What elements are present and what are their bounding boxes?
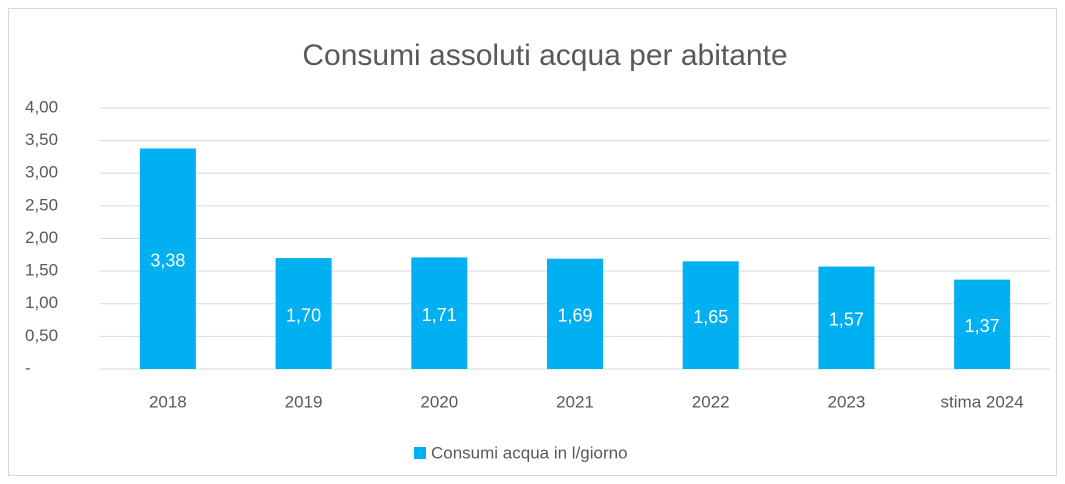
bar <box>411 257 468 369</box>
y-tick-label: 1,00 <box>25 293 58 312</box>
y-tick-label: 3,50 <box>25 130 58 149</box>
y-tick-label: 4,00 <box>25 97 58 116</box>
y-tick-label: 2,00 <box>25 228 58 247</box>
data-label: 1,65 <box>693 307 728 327</box>
x-tick-label: 2018 <box>149 392 187 411</box>
bar <box>275 258 332 369</box>
data-label: 1,57 <box>829 310 864 330</box>
y-tick-label: 2,50 <box>25 195 58 214</box>
data-label: 1,71 <box>422 305 457 325</box>
y-tick-label: - <box>25 358 31 377</box>
bar <box>139 148 196 369</box>
x-tick-label: 2020 <box>420 392 458 411</box>
x-tick-label: 2021 <box>556 392 594 411</box>
data-label: 1,70 <box>286 305 321 325</box>
data-label: 3,38 <box>150 250 185 270</box>
chart-title: Consumi assoluti acqua per abitante <box>302 39 787 72</box>
bar <box>818 266 875 369</box>
y-tick-label: 3,00 <box>25 163 58 182</box>
bar <box>954 279 1011 369</box>
legend-label: Consumi acqua in l/giorno <box>431 443 628 462</box>
data-label: 1,37 <box>965 316 1000 336</box>
x-tick-label: 2019 <box>285 392 323 411</box>
y-tick-label: 1,50 <box>25 261 58 280</box>
data-label: 1,69 <box>557 306 592 326</box>
x-tick-label: 2023 <box>828 392 866 411</box>
bar <box>682 261 739 369</box>
bar <box>547 258 603 369</box>
x-tick-label: 2022 <box>692 392 730 411</box>
legend-swatch <box>414 447 426 459</box>
y-tick-label: 0,50 <box>25 326 58 345</box>
x-tick-label: stima 2024 <box>941 392 1024 411</box>
